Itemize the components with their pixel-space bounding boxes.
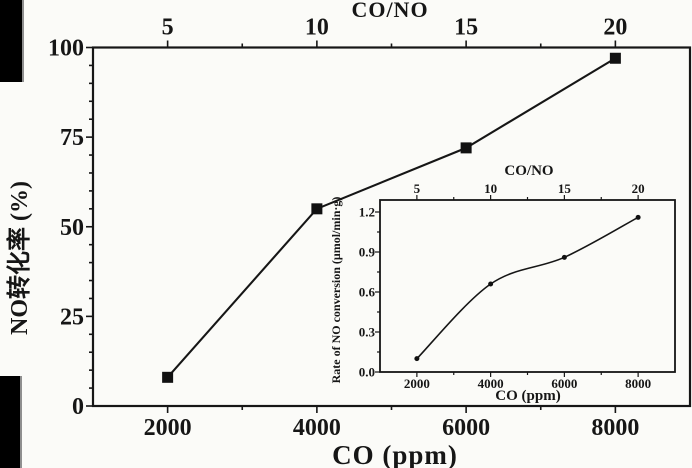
inset-x-tick-label: 8000 xyxy=(625,376,651,391)
inset-data-point-marker xyxy=(561,254,567,260)
inset-data-point-marker xyxy=(635,214,641,220)
main-x-tick-label: 2000 xyxy=(144,415,192,441)
inset-top-tick-label: 15 xyxy=(558,181,572,196)
main-x-axis-title: CO (ppm) xyxy=(332,440,458,468)
main-top-tick-label: 20 xyxy=(603,15,627,41)
inset-data-point-marker xyxy=(488,281,494,287)
inset-y-tick-label: 1.2 xyxy=(359,205,375,220)
main-top-tick-label: 5 xyxy=(162,15,174,41)
inset-top-axis-title: CO/NO xyxy=(504,163,554,179)
inset-y-tick-label: 0.6 xyxy=(359,285,376,300)
main-y-tick-label: 0 xyxy=(72,394,84,420)
inset-y-tick-label: 0.9 xyxy=(359,245,376,260)
main-data-point-marker xyxy=(162,371,174,383)
inset-x-tick-label: 2000 xyxy=(404,376,430,391)
main-plot-frame xyxy=(91,46,692,408)
main-data-point-marker xyxy=(609,52,621,64)
main-y-tick-label: 50 xyxy=(60,215,84,241)
main-y-tick-label: 100 xyxy=(48,36,84,62)
main-x-tick-label: 4000 xyxy=(293,415,341,441)
main-top-tick-label: 10 xyxy=(305,15,329,41)
inset-y-tick-label: 0.0 xyxy=(359,365,375,380)
main-y-tick-label: 25 xyxy=(60,304,84,330)
scan-artifact-bar-top-left xyxy=(0,0,24,82)
inset-top-tick-label: 10 xyxy=(484,181,497,196)
inset-plot-frame xyxy=(379,199,676,373)
main-data-point-marker xyxy=(460,142,472,154)
scan-artifact-bar-bottom-left xyxy=(0,376,22,468)
main-top-axis-title: CO/NO xyxy=(351,0,429,22)
main-data-point-marker xyxy=(311,203,323,215)
main-series-line xyxy=(166,57,616,379)
inset-top-tick-label: 20 xyxy=(632,181,645,196)
inset-y-axis-title: Rate of NO conversion (μmol/min·g) xyxy=(329,196,343,384)
inset-x-axis-title: CO (ppm) xyxy=(495,388,561,404)
inset-series-line xyxy=(416,216,639,360)
main-x-tick-label: 8000 xyxy=(591,415,639,441)
main-x-tick-label: 6000 xyxy=(442,415,490,441)
inset-y-tick-label: 0.3 xyxy=(359,325,376,340)
main-y-tick-label: 75 xyxy=(60,125,84,151)
inset-data-point-marker xyxy=(414,356,420,362)
main-y-axis-title: NO转化率 (%) xyxy=(7,181,33,335)
main-top-tick-label: 15 xyxy=(454,15,478,41)
inset-x-tick-label: 6000 xyxy=(551,376,577,391)
inset-x-tick-label: 4000 xyxy=(478,376,504,391)
inset-top-tick-label: 5 xyxy=(414,181,421,196)
